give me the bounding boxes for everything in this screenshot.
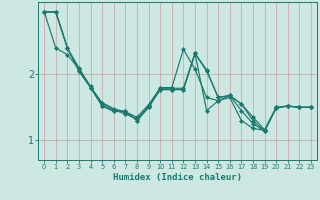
- X-axis label: Humidex (Indice chaleur): Humidex (Indice chaleur): [113, 173, 242, 182]
